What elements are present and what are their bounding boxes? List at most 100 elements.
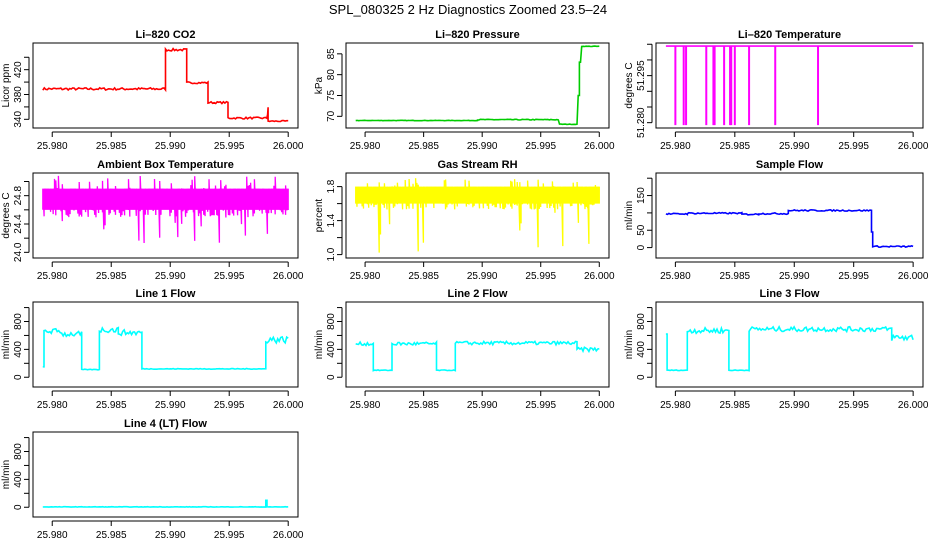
y-tick-label: 340 <box>13 111 24 128</box>
x-axis: 25.980 25.985 25.990 25.995 26.000 <box>350 131 615 152</box>
y-tick-label: 0 <box>13 504 24 510</box>
x-tick-label: 26.000 <box>584 271 615 282</box>
x-axis: 25.980 25.985 25.990 25.995 26.000 <box>37 261 304 282</box>
y-axis: 1.0 1.4 1.8 <box>326 179 343 262</box>
x-tick-label: 25.980 <box>37 400 68 411</box>
x-tick-label: 25.980 <box>37 141 68 152</box>
y-tick-label: 400 <box>13 341 24 358</box>
data-series <box>42 46 289 123</box>
x-tick-label: 25.980 <box>350 400 381 411</box>
main-title: SPL_080325 2 Hz Diagnostics Zoomed 23.5–… <box>328 2 608 17</box>
x-tick-label: 25.990 <box>467 141 498 152</box>
x-tick-label: 25.980 <box>350 271 381 282</box>
plot-frame <box>345 301 610 388</box>
x-tick-label: 25.980 <box>660 400 691 411</box>
y-axis: 70 75 80 85 <box>326 48 343 122</box>
y-tick-label: 70 <box>326 110 337 122</box>
x-tick-label: 25.990 <box>155 271 186 282</box>
x-tick-label: 26.000 <box>898 400 929 411</box>
y-tick-label: 800 <box>636 313 647 330</box>
panel-6: Sample Flow 25.980 25.985 25.990 25.995 26.00… <box>624 159 929 282</box>
x-tick-label: 25.985 <box>720 400 751 411</box>
y-axis-label: percent <box>314 199 325 233</box>
data-series <box>42 499 289 508</box>
y-axis: 340 380 420 <box>13 56 30 128</box>
panel-title: Sample Flow <box>756 159 824 171</box>
series-line <box>42 175 289 244</box>
data-series <box>665 324 914 372</box>
panel-title: Line 2 Flow <box>448 288 508 300</box>
y-tick-label: 0 <box>636 374 647 380</box>
y-tick-label: 0 <box>326 374 337 380</box>
x-tick-label: 25.995 <box>214 141 245 152</box>
x-tick-label: 25.980 <box>350 141 381 152</box>
panel-title: Gas Stream RH <box>437 159 517 171</box>
y-tick-label: 1.0 <box>326 247 337 261</box>
x-tick-label: 25.995 <box>838 400 869 411</box>
x-tick-label: 26.000 <box>273 400 304 411</box>
x-tick-label: 25.980 <box>37 271 68 282</box>
series-line <box>42 499 289 508</box>
x-tick-label: 26.000 <box>584 141 615 152</box>
y-tick-label: 400 <box>326 341 337 358</box>
x-axis: 25.980 25.985 25.990 25.995 26.000 <box>350 261 615 282</box>
y-axis: 0 400 800 <box>13 307 30 380</box>
x-tick-label: 25.995 <box>525 141 556 152</box>
y-tick-label: 1.4 <box>326 213 337 227</box>
series-line <box>355 339 600 372</box>
panel-7: Line 1 Flow 25.980 25.985 25.990 25.995 26.00… <box>1 288 304 411</box>
x-tick-label: 25.985 <box>96 141 127 152</box>
x-tick-label: 25.985 <box>96 271 127 282</box>
panel-1: Li–820 CO2 25.980 25.985 25.990 25.995 26.000… <box>1 29 304 152</box>
series-line <box>355 178 600 253</box>
series-line <box>665 208 914 249</box>
panel-title: Li–820 CO2 <box>136 29 196 41</box>
plot-frame <box>32 42 299 129</box>
x-tick-label: 25.995 <box>214 271 245 282</box>
y-tick-label: 800 <box>13 313 24 330</box>
y-tick-label: 24.0 <box>13 242 24 262</box>
series-line <box>42 326 289 371</box>
data-series <box>355 339 600 372</box>
y-tick-label: 0 <box>636 244 647 250</box>
x-tick-label: 25.995 <box>838 141 869 152</box>
panel-4: Ambient Box Temperature 25.980 25.985 25.99… <box>1 159 304 282</box>
x-tick-label: 25.990 <box>779 271 810 282</box>
x-tick-label: 25.995 <box>214 530 245 540</box>
y-axis-label: ml/min <box>1 330 12 359</box>
plot-frame <box>32 172 299 259</box>
panel-5: Gas Stream RH 25.980 25.985 25.990 25.995 26.… <box>314 159 615 282</box>
y-axis-label: Licor ppm <box>1 64 12 108</box>
panel-title: Li–820 Pressure <box>435 29 519 41</box>
x-tick-label: 25.985 <box>96 530 127 540</box>
x-tick-label: 25.995 <box>838 271 869 282</box>
y-axis: 0 400 800 <box>636 307 653 380</box>
y-tick-label: 24.8 <box>13 185 24 205</box>
x-tick-label: 25.985 <box>720 141 751 152</box>
x-tick-label: 25.990 <box>155 400 186 411</box>
plot-frame <box>655 301 924 388</box>
y-tick-label: 150 <box>636 187 647 204</box>
x-tick-label: 26.000 <box>584 400 615 411</box>
data-series <box>355 45 600 126</box>
x-tick-label: 25.990 <box>155 141 186 152</box>
x-tick-label: 25.995 <box>525 271 556 282</box>
panel-title: Ambient Box Temperature <box>97 159 234 171</box>
x-axis: 25.980 25.985 25.990 25.995 26.000 <box>660 131 929 152</box>
panel-10: Line 4 (LT) Flow 25.980 25.985 25.990 25.995… <box>1 418 304 540</box>
y-tick-label: 800 <box>326 313 337 330</box>
y-tick-label: 75 <box>326 90 337 102</box>
x-tick-label: 25.980 <box>660 141 691 152</box>
x-tick-label: 25.990 <box>467 400 498 411</box>
panel-title: Line 4 (LT) Flow <box>124 418 207 430</box>
y-axis-label: degrees C <box>624 62 635 108</box>
y-axis: 0 50 150 <box>636 177 653 250</box>
y-tick-label: 400 <box>13 471 24 488</box>
panel-title: Line 3 Flow <box>760 288 820 300</box>
x-tick-label: 26.000 <box>273 530 304 540</box>
y-axis: 51.280 51.295 <box>636 43 653 138</box>
y-axis-label: ml/min <box>624 201 635 230</box>
